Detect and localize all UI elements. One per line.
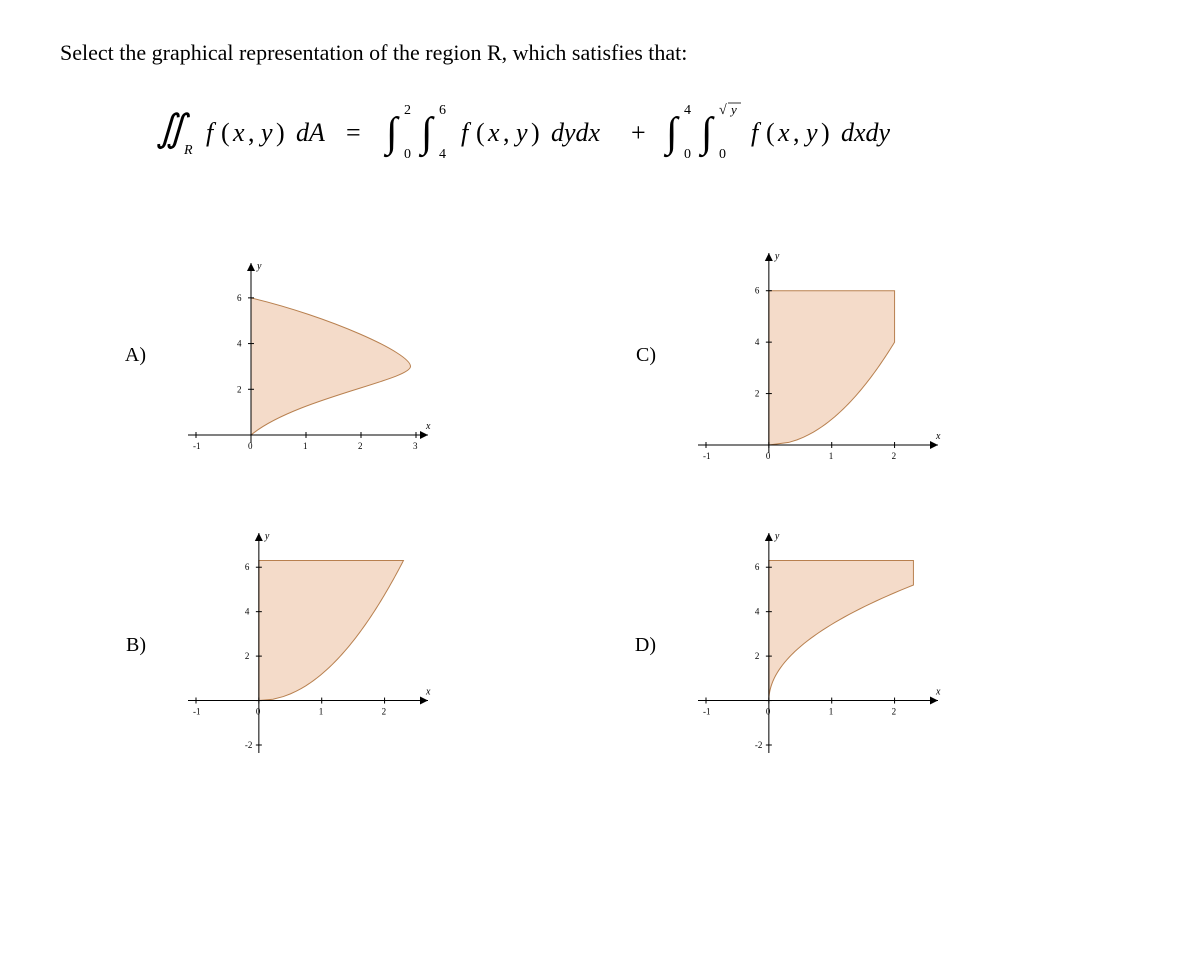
svg-text:4: 4 (245, 607, 250, 617)
svg-text:-2: -2 (755, 740, 763, 750)
svg-text:y: y (774, 251, 780, 262)
svg-text:x: x (487, 118, 500, 147)
svg-text:,: , (503, 118, 510, 147)
svg-text:1: 1 (829, 707, 834, 717)
svg-text:0: 0 (766, 707, 771, 717)
svg-text:-1: -1 (703, 451, 711, 461)
svg-text:1: 1 (829, 451, 834, 461)
svg-text:): ) (531, 118, 540, 147)
chart-cell-C: C) x y -1 0 1 2 2 4 6 (626, 235, 1076, 475)
svg-text:+: + (631, 118, 646, 147)
svg-text:): ) (276, 118, 285, 147)
svg-text:y: y (774, 531, 780, 542)
svg-text:x: x (425, 421, 431, 432)
question-text: Select the graphical representation of t… (60, 40, 1132, 66)
svg-text:-1: -1 (193, 707, 201, 717)
svg-text:f: f (461, 118, 472, 147)
svg-text:0: 0 (248, 441, 253, 451)
svg-text:R: R (183, 143, 193, 158)
svg-text:2: 2 (755, 389, 760, 399)
svg-text:0: 0 (404, 147, 411, 162)
svg-text:4: 4 (439, 147, 446, 162)
svg-text:-1: -1 (193, 441, 201, 451)
chart-B: x y -1 0 1 2 -2 2 4 6 (166, 515, 446, 775)
svg-text:4: 4 (755, 337, 760, 347)
svg-text:x: x (425, 687, 431, 698)
svg-text:x: x (232, 118, 245, 147)
svg-text:y: y (258, 118, 273, 147)
svg-text:): ) (821, 118, 830, 147)
svg-text:2: 2 (404, 103, 411, 118)
svg-text:2: 2 (358, 441, 363, 451)
svg-text:1: 1 (319, 707, 324, 717)
svg-text:-2: -2 (245, 740, 253, 750)
svg-text:2: 2 (245, 651, 250, 661)
svg-text:2: 2 (892, 707, 897, 717)
svg-text:y: y (803, 118, 818, 147)
equation: ∬ R f ( x , y ) dA = ∫ 2 0 ∫ 6 4 f ( x ,… (60, 96, 1132, 175)
svg-text:∫: ∫ (383, 110, 400, 158)
svg-text:∫: ∫ (698, 110, 715, 158)
svg-text:=: = (346, 118, 361, 147)
svg-text:y: y (729, 102, 737, 117)
chart-cell-D: D) x y -1 0 1 2 -2 2 4 6 (626, 515, 1076, 775)
label-C: C) (626, 344, 656, 367)
chart-C: x y -1 0 1 2 2 4 6 (676, 235, 956, 475)
svg-text:,: , (248, 118, 255, 147)
svg-text:2: 2 (755, 651, 760, 661)
svg-text:dydx: dydx (551, 118, 601, 147)
svg-text:x: x (777, 118, 790, 147)
svg-text:0: 0 (684, 147, 691, 162)
svg-text:∫: ∫ (418, 110, 435, 158)
svg-text:,: , (793, 118, 800, 147)
svg-text:y: y (264, 531, 270, 542)
svg-text:√: √ (719, 103, 727, 118)
svg-text:6: 6 (237, 293, 242, 303)
svg-text:0: 0 (256, 707, 261, 717)
svg-text:dA: dA (296, 118, 325, 147)
chart-D: x y -1 0 1 2 -2 2 4 6 (676, 515, 956, 775)
svg-text:4: 4 (684, 103, 691, 118)
svg-text:6: 6 (439, 103, 446, 118)
svg-text:0: 0 (719, 147, 726, 162)
svg-text:y: y (256, 261, 262, 272)
svg-text:2: 2 (382, 707, 387, 717)
svg-text:1: 1 (303, 441, 308, 451)
svg-text:f: f (751, 118, 762, 147)
svg-text:(: ( (766, 118, 775, 147)
svg-text:6: 6 (245, 562, 250, 572)
svg-text:2: 2 (892, 451, 897, 461)
svg-text:4: 4 (237, 339, 242, 349)
svg-text:0: 0 (766, 451, 771, 461)
svg-text:y: y (513, 118, 528, 147)
chart-cell-B: B) x y -1 0 1 2 -2 2 4 6 (116, 515, 566, 775)
svg-text:dxdy: dxdy (841, 118, 891, 147)
label-D: D) (626, 634, 656, 657)
chart-cell-A: A) x y -1 0 1 2 3 2 4 6 (116, 235, 566, 475)
svg-text:6: 6 (755, 562, 760, 572)
svg-text:f: f (206, 118, 217, 147)
charts-grid: A) x y -1 0 1 2 3 2 4 6 C) x y -1 0 1 2 2 4 6 B) x y -1 0 1 2 -… (116, 235, 1076, 775)
svg-text:3: 3 (413, 441, 418, 451)
svg-text:(: ( (476, 118, 485, 147)
label-A: A) (116, 344, 146, 367)
svg-text:2: 2 (237, 384, 242, 394)
svg-text:x: x (935, 431, 941, 442)
svg-text:x: x (935, 687, 941, 698)
svg-text:-1: -1 (703, 707, 711, 717)
chart-A: x y -1 0 1 2 3 2 4 6 (166, 245, 446, 465)
label-B: B) (116, 634, 146, 657)
svg-text:6: 6 (755, 286, 760, 296)
svg-text:4: 4 (755, 607, 760, 617)
svg-text:(: ( (221, 118, 230, 147)
svg-text:∫: ∫ (663, 110, 680, 158)
